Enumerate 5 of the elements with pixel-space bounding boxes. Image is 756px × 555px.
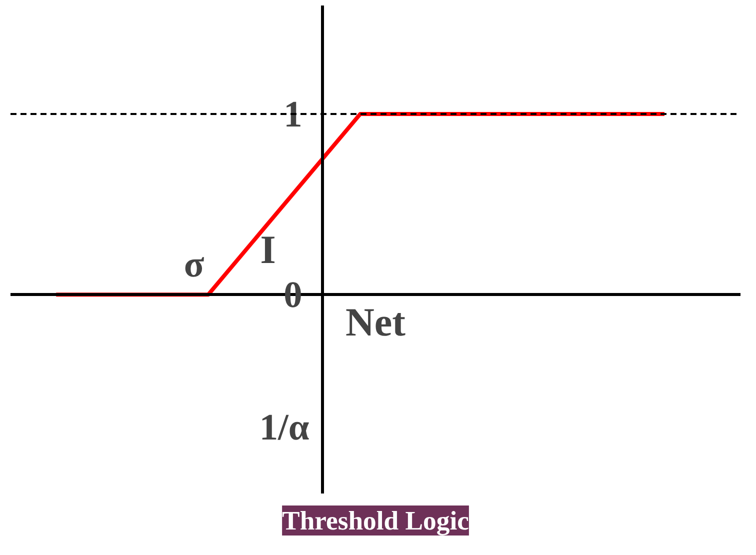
x-axis-title: Net <box>346 300 406 344</box>
y-axis-title: I <box>260 227 276 272</box>
text: Threshold Logic <box>282 506 470 536</box>
annotation: 1/α <box>259 407 310 448</box>
annotation: σ <box>184 244 205 286</box>
